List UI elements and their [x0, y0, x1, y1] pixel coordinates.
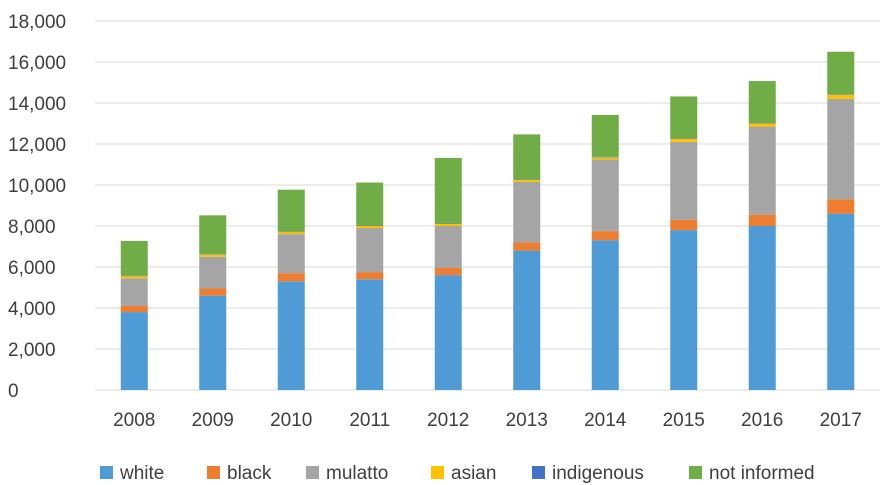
bar-segment-white	[748, 226, 776, 390]
bar-segment-white	[670, 230, 698, 390]
bar-segment-white	[827, 213, 855, 390]
bar-segment-white	[120, 312, 148, 390]
bar-segment-black	[748, 214, 776, 226]
bar-segment-black	[120, 305, 148, 313]
x-tick-label: 2015	[663, 410, 705, 431]
bar-segment-asian	[591, 157, 619, 160]
bar-segment-not-informed	[356, 182, 384, 226]
legend: white black mulatto asian indigenous not info…	[100, 463, 815, 484]
legend-swatch	[431, 466, 444, 479]
bar-segment-not-informed	[434, 157, 462, 224]
bar-segment-mulatto	[670, 141, 698, 220]
legend-label: asian	[451, 463, 496, 484]
y-tick-label: 14,000	[8, 94, 66, 115]
bar-segment-black	[434, 268, 462, 276]
x-tick-label: 2009	[192, 410, 234, 431]
bar-segment-asian	[199, 254, 227, 257]
bar-segment-not-informed	[120, 240, 148, 276]
bar-segment-white	[434, 275, 462, 390]
bar-segment-asian	[513, 179, 541, 182]
legend-swatch	[532, 466, 545, 479]
x-tick-label: 2014	[584, 410, 627, 431]
bar-segment-mulatto	[434, 226, 462, 269]
legend-label: indigenous	[552, 463, 644, 484]
x-tick-label: 2008	[113, 410, 155, 431]
legend-label: black	[227, 463, 272, 484]
bar-segment-black	[513, 242, 541, 251]
bar-segment-mulatto	[513, 181, 541, 243]
bar-segment-asian	[827, 94, 855, 99]
bar-segment-asian	[120, 276, 148, 279]
bar-segment-white	[591, 240, 619, 390]
y-tick-label: 12,000	[8, 135, 66, 156]
bar-segment-asian	[356, 226, 384, 229]
bar-segment-not-informed	[513, 134, 541, 180]
bar-segment-black	[591, 231, 619, 241]
bar-segment-mulatto	[748, 126, 776, 215]
bar-segment-not-informed	[277, 189, 305, 232]
bar-segment-asian	[277, 232, 305, 235]
legend-label: mulatto	[326, 463, 388, 484]
bar-segment-mulatto	[120, 278, 148, 306]
bars	[120, 51, 855, 390]
y-tick-label: 4,000	[8, 299, 56, 320]
y-tick-label: 0	[8, 381, 19, 402]
x-tick-label: 2011	[349, 410, 390, 431]
bar-segment-black	[356, 272, 384, 280]
bar-segment-white	[513, 250, 541, 390]
y-tick-label: 16,000	[8, 53, 66, 74]
bar-segment-not-informed	[199, 215, 227, 255]
legend-swatch	[207, 466, 220, 479]
legend-swatch	[689, 466, 702, 479]
bar-segment-white	[199, 295, 227, 390]
y-tick-label: 18,000	[8, 12, 66, 33]
bar-segment-white	[277, 281, 305, 390]
bar-segment-mulatto	[277, 234, 305, 274]
y-tick-label: 8,000	[8, 217, 56, 238]
bar-segment-not-informed	[748, 81, 776, 124]
bar-segment-mulatto	[591, 159, 619, 232]
bar-segment-mulatto	[199, 256, 227, 289]
x-tick-label: 2013	[506, 410, 548, 431]
bar-segment-black	[199, 288, 227, 296]
x-tick-label: 2016	[741, 410, 783, 431]
x-tick-label: 2017	[820, 410, 862, 431]
legend-label: white	[119, 463, 164, 484]
bar-segment-black	[670, 219, 698, 231]
bar-segment-white	[356, 279, 384, 390]
bar-segment-not-informed	[827, 51, 855, 95]
y-tick-label: 6,000	[8, 258, 56, 279]
x-tick-label: 2012	[427, 410, 469, 431]
x-axis-ticks: 2008 2009 2010 2011 2012 2013 2014 2015 2016 2017	[113, 410, 862, 431]
bar-segment-asian	[748, 123, 776, 127]
bar-segment-mulatto	[827, 98, 855, 200]
bar-segment-asian	[670, 138, 698, 142]
legend-swatch	[306, 466, 319, 479]
bar-segment-black	[277, 273, 305, 282]
bar-segment-not-informed	[591, 114, 619, 157]
legend-swatch	[100, 466, 113, 479]
bar-segment-asian	[434, 223, 462, 226]
bar-segment-not-informed	[670, 96, 698, 139]
y-axis-ticks: 0 2,000 4,000 6,000 8,000 10,000 12,000 14,000 1…	[8, 12, 66, 402]
y-tick-label: 10,000	[8, 176, 66, 197]
legend-label: not informed	[709, 463, 815, 484]
x-tick-label: 2010	[270, 410, 312, 431]
bar-segment-black	[827, 199, 855, 214]
y-tick-label: 2,000	[8, 340, 56, 361]
bar-segment-mulatto	[356, 228, 384, 273]
